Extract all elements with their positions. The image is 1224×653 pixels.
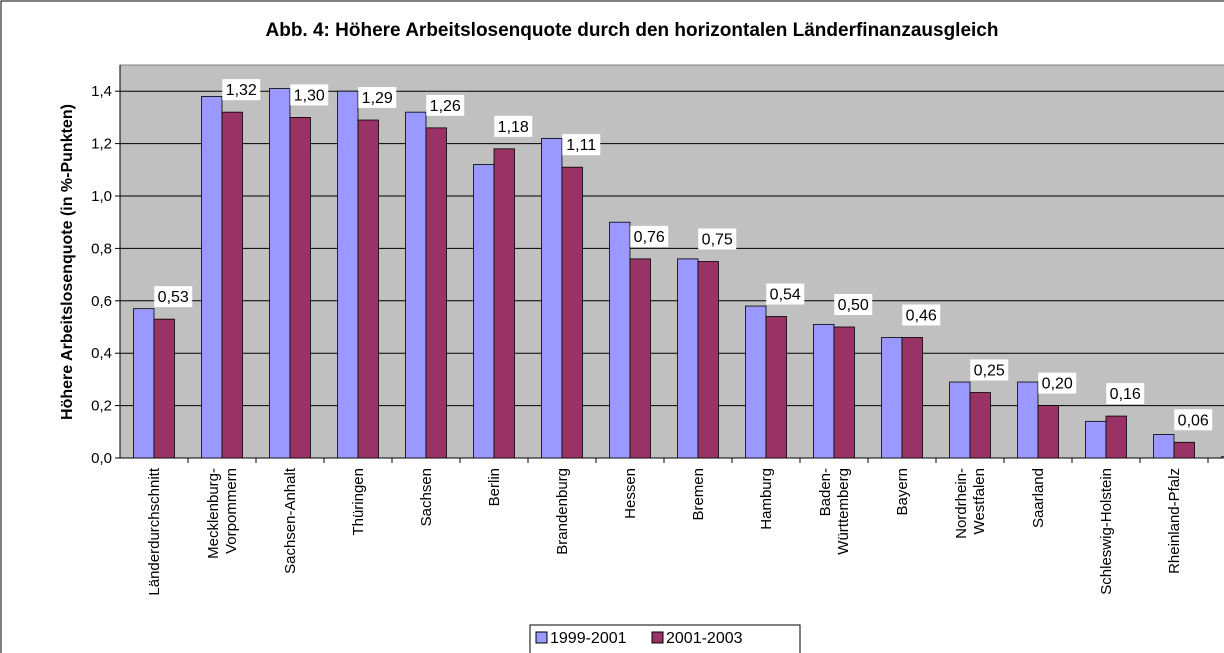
value-label-bg <box>562 134 601 156</box>
x-tick-label: Rheinland-Pfalz <box>1166 468 1183 574</box>
bar <box>201 96 223 459</box>
x-tick-label: Hamburg <box>758 468 775 530</box>
value-label-bg <box>698 228 737 250</box>
value-label: 0,20 <box>1042 376 1073 393</box>
bar <box>969 392 991 459</box>
y-tick-label: 1,2 <box>91 136 112 153</box>
y-tick-label: 0,0 <box>91 450 112 467</box>
bar <box>405 111 427 459</box>
value-label-bg <box>290 84 329 106</box>
value-label: 0,75 <box>702 232 733 249</box>
bar <box>609 221 631 459</box>
y-tick-label: 0,8 <box>91 240 112 257</box>
value-label: 0,54 <box>770 287 801 304</box>
bar <box>901 337 923 459</box>
bar <box>765 316 787 459</box>
x-tick-label: Länderdurchschnitt <box>146 467 163 595</box>
bar <box>493 148 515 459</box>
bar <box>745 305 767 459</box>
bar <box>1221 456 1224 459</box>
bar <box>269 88 291 459</box>
value-label: 0,16 <box>1110 386 1141 403</box>
value-label: 0,53 <box>158 289 189 306</box>
bar <box>425 127 447 459</box>
bar <box>833 326 855 459</box>
x-tick-label: Bayern <box>894 468 911 516</box>
value-label-bg <box>358 87 397 109</box>
x-tick-label: Bremen <box>690 468 707 521</box>
value-label-bg <box>426 94 465 116</box>
value-label-bg <box>766 283 805 305</box>
legend-swatch <box>535 631 548 644</box>
bar <box>289 117 311 459</box>
value-label-bg <box>902 304 941 326</box>
value-label: 0,46 <box>906 307 937 324</box>
value-label-bg <box>630 225 669 247</box>
value-label-bg <box>970 359 1009 381</box>
bar <box>1085 420 1107 459</box>
value-label-bg <box>222 79 261 101</box>
x-tick-label: Mecklenburg-Vorpommern <box>205 468 240 559</box>
bar <box>1037 405 1059 459</box>
legend-label: 1999-2001 <box>550 630 627 647</box>
x-tick-label: Schleswig-Holstein <box>1098 468 1115 595</box>
bar <box>561 166 583 459</box>
bar <box>473 164 495 459</box>
value-label-bg <box>154 286 193 308</box>
x-tick-label: Brandenburg <box>554 468 571 555</box>
bar <box>813 323 835 459</box>
bar <box>881 337 903 459</box>
bar <box>677 258 699 459</box>
value-label: 1,29 <box>362 90 393 107</box>
bar <box>1153 434 1175 459</box>
value-label: 1,32 <box>226 82 257 99</box>
legend-box <box>529 624 801 653</box>
legend-label: 2001-2003 <box>666 630 743 647</box>
bar <box>133 308 155 459</box>
value-label: 1,11 <box>566 137 596 154</box>
x-tick-label: Berlin <box>486 468 503 506</box>
value-label: 1,18 <box>498 119 529 136</box>
x-tick-label: Nordrhein-Westfalen <box>953 468 988 539</box>
bar <box>949 381 971 459</box>
value-label: 0,50 <box>838 297 869 314</box>
value-label: 0,06 <box>1178 412 1209 429</box>
value-label: 1,26 <box>430 98 461 115</box>
bar <box>357 119 379 459</box>
bar <box>153 318 175 459</box>
y-tick-label: 0,4 <box>91 345 112 362</box>
x-tick-label: Baden-Württemberg <box>817 468 852 555</box>
y-tick-label: 0,6 <box>91 293 112 310</box>
chart-title: Abb. 4: Höhere Arbeitslosenquote durch d… <box>266 20 999 41</box>
value-label-bg <box>834 294 873 315</box>
bar <box>1017 381 1039 459</box>
x-tick-label: Saarland <box>1030 468 1047 528</box>
bar <box>1105 415 1127 459</box>
legend-swatch <box>651 631 664 644</box>
bar <box>221 111 243 459</box>
value-label-bg <box>1174 409 1213 431</box>
x-tick-label: Thüringen <box>350 468 367 536</box>
value-label-bg <box>1038 372 1077 394</box>
x-tick-label: Sachsen-Anhalt <box>282 467 299 574</box>
value-label: 0,25 <box>974 363 1005 380</box>
value-label-bg <box>1106 383 1145 405</box>
bar <box>629 258 651 459</box>
y-tick-label: 0,2 <box>91 398 112 415</box>
bar <box>541 137 563 459</box>
y-tick-label: 1,0 <box>91 188 112 205</box>
bar <box>337 90 359 459</box>
y-tick-label: 1,4 <box>91 83 112 100</box>
x-tick-label: Sachsen <box>418 468 435 526</box>
value-label: 1,30 <box>294 87 325 104</box>
value-label: 0,76 <box>634 229 665 246</box>
value-label-bg <box>494 115 533 137</box>
y-axis-label: Höhere Arbeitslosenquote (in %-Punkten) <box>59 104 76 420</box>
bar <box>697 261 719 459</box>
bar <box>1173 441 1195 459</box>
x-tick-label: Hessen <box>622 468 639 519</box>
